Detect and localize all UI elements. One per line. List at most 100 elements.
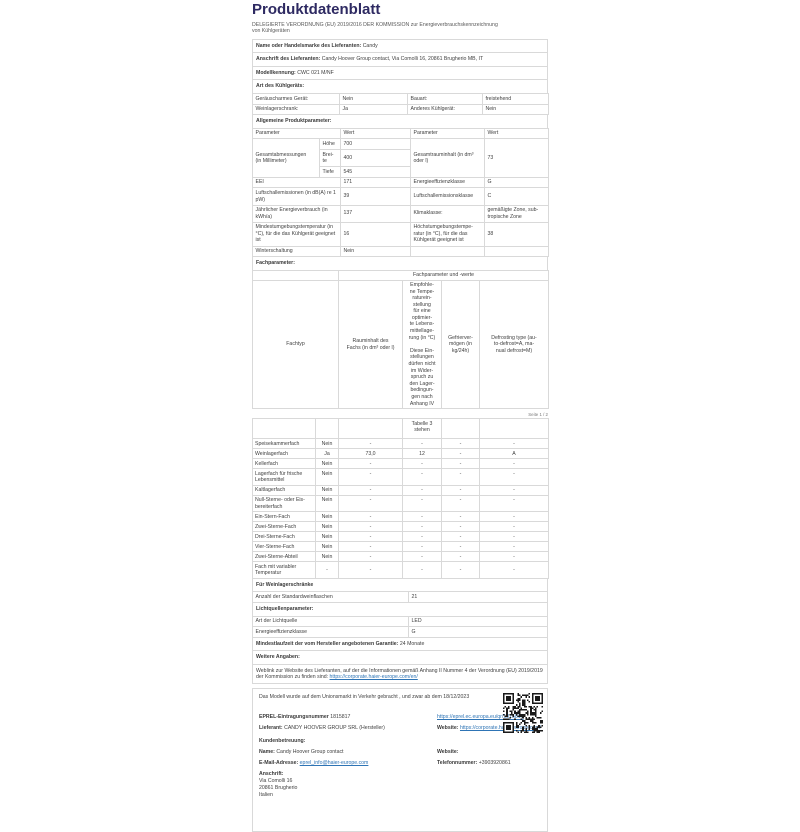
supplier-website-link[interactable]: https://corporate.haier-europe.com/ — [459, 724, 542, 731]
column-header-temperatur-cont: Tabelle 3 stehen — [402, 418, 442, 440]
cell-empty — [252, 418, 316, 440]
param-value: Nein — [340, 245, 411, 258]
fach-freeze: - — [441, 448, 480, 460]
wine-section-header: Für Weinlagerschränke — [252, 577, 548, 593]
care-phone-line: Telefonnummer: +3903920861 — [437, 760, 511, 767]
fach-vol: - — [338, 468, 403, 486]
fach-vol: - — [338, 541, 403, 553]
fach-temp: - — [402, 511, 442, 523]
market-info-box: Das Modell wurde auf dem Unionsmarkt in … — [252, 688, 548, 832]
fach-name: Speisekammerfach — [252, 438, 316, 450]
table-row: EEI 171 Energieeffizienzklasse G — [252, 176, 549, 189]
table-row: Speisekammerfach Nein - - - - — [252, 438, 549, 450]
fach-present: Nein — [315, 551, 339, 563]
fach-present: Ja — [315, 448, 339, 460]
care-email-link[interactable]: eprel_info@haier-europe.com — [299, 760, 369, 767]
fach-temp: - — [402, 484, 442, 496]
dim-value: 545 — [340, 166, 411, 178]
qr-code — [503, 693, 543, 734]
eprel-qr-link[interactable]: https://eprel.ec.europa.eu/qr/1815817 — [437, 713, 524, 720]
fach-freeze: - — [441, 521, 480, 533]
fach-vol: - — [338, 458, 403, 470]
cell: Nein — [482, 103, 549, 116]
table-row: Gesamtabmessungen (in Millimeter) Höhe 7… — [252, 138, 549, 178]
column-header: Wert — [340, 127, 411, 140]
eprel-number: EPREL-Eintragungsnummer 1815817 — [259, 713, 351, 720]
fach-name: Zwei-Sterne-Abteil — [252, 551, 316, 563]
fach-name: Vier-Sterne-Fach — [252, 541, 316, 553]
fach-defrost: A — [479, 448, 549, 460]
fach-vol: - — [338, 438, 403, 450]
param-label: Höchstumgebungstempe- ratur (in °C), für… — [410, 221, 485, 247]
table-row: Lagerfach für frische Lebensmittel Nein … — [252, 468, 549, 486]
type-section-header: Art des Kühlgeräts: — [252, 79, 548, 95]
cell: Anderes Kühlgerät: — [407, 103, 483, 116]
light-type-label: Art der Lichtquelle — [252, 615, 409, 628]
general-params-table: Parameter Wert Parameter Wert Gesamtabme… — [252, 127, 549, 258]
wine-bottles-label: Anzahl der Standardweinflaschen — [252, 591, 409, 604]
care-website-line: Website: — [437, 749, 459, 756]
fach-temp: - — [402, 438, 442, 450]
fach-temp: - — [402, 561, 442, 579]
table-row: Energieeffizienzklasse G — [252, 626, 548, 638]
fach-freeze: - — [441, 561, 480, 579]
light-type-value: LED — [408, 615, 548, 628]
product-datasheet: Produktdatenblatt DELEGIERTE VERORDNUNG … — [252, 1, 550, 832]
guarantee-row: Mindestlaufzeit der vom Hersteller angeb… — [252, 636, 548, 652]
volume-value: 73 — [484, 138, 549, 178]
supplier-weblink[interactable]: https://corporate.haier-europe.com/en/ — [329, 674, 418, 681]
fach-present: Nein — [315, 521, 339, 533]
param-value: C — [484, 187, 549, 206]
column-header-fachtyp: Fachtyp — [252, 279, 339, 410]
table-row: Drei-Sterne-Fach Nein - - - - — [252, 531, 549, 543]
light-section-header: Lichtquellenparameter: — [252, 602, 548, 617]
table-row: Weinlagerschrank: Ja Anderes Kühlgerät: … — [252, 103, 549, 116]
param-value: 39 — [340, 187, 411, 206]
fach-freeze: - — [441, 458, 480, 470]
supplier-address-row: Anschrift des Lieferanten: Candy Hoover … — [252, 52, 548, 67]
cell: freistehend — [482, 93, 549, 105]
param-label: Winterschaltung — [252, 245, 341, 258]
fach-temp: - — [402, 541, 442, 553]
fach-name: Kellerfach — [252, 458, 316, 470]
supplier-name-value: Candy — [362, 42, 378, 49]
supplier-address-value: Candy Hoover Group contact, Via Comolli … — [321, 56, 484, 63]
table-row: Zwei-Sterne-Fach Nein - - - - — [252, 521, 549, 533]
table-row: Art der Lichtquelle LED — [252, 615, 548, 628]
table-row: Kellerfach Nein - - - - — [252, 458, 549, 470]
param-label: Luftschallemissionen (in dB(A) re 1 pW) — [252, 187, 341, 206]
market-text: Das Modell wurde auf dem Unionsmarkt in … — [259, 694, 470, 701]
fach-freeze: - — [441, 484, 480, 496]
table-row: Winterschaltung Nein — [252, 245, 549, 258]
fach-name: Null-Sterne- oder Eis- bereiterfach — [252, 494, 316, 513]
fach-vol: - — [338, 484, 403, 496]
table-row: Jährlicher Energieverbrauch (in kWh/a) 1… — [252, 204, 549, 223]
fach-freeze: - — [441, 541, 480, 553]
fach-name: Ein-Stern-Fach — [252, 511, 316, 523]
param-value: 137 — [340, 204, 411, 223]
fach-name: Lagerfach für frische Lebensmittel — [252, 468, 316, 486]
model-id-label: Modellkennung: — [256, 69, 296, 76]
table-row: Tabelle 3 stehen — [252, 418, 549, 440]
table-row: Weinlagerfach Ja 73,0 12 - A — [252, 448, 549, 460]
fach-section-header: Fachparameter: — [252, 256, 548, 271]
fach-name: Kaltlagerfach — [252, 484, 316, 496]
general-section-header: Allgemeine Produktparameter: — [252, 114, 548, 129]
additional-header: Weitere Angaben: — [252, 650, 548, 666]
supplier-address-label: Anschrift des Lieferanten: — [256, 56, 321, 63]
fach-freeze: - — [441, 551, 480, 563]
dim-value: 400 — [340, 149, 411, 168]
fach-temp: - — [402, 468, 442, 486]
band-title: Fachparameter und -werte — [337, 269, 550, 281]
fach-defrost: - — [479, 541, 549, 553]
fach-vol: 73,0 — [338, 448, 403, 460]
wine-bottles-value: 21 — [408, 591, 548, 604]
fach-defrost: - — [479, 494, 549, 513]
website-line: Website: https://corporate.haier-europe.… — [437, 724, 542, 731]
fach-present: - — [315, 561, 339, 579]
table-row: Geräuscharmes Gerät: Nein Bauart: freist… — [252, 93, 549, 105]
supplier-name-label: Name oder Handelsmarke des Lieferanten: — [256, 42, 362, 49]
cell: Bauart: — [407, 93, 483, 105]
param-value: 16 — [340, 221, 411, 247]
column-header-rauminhalt: Rauminhalt des Fachs (in dm³ oder l) — [338, 279, 403, 410]
